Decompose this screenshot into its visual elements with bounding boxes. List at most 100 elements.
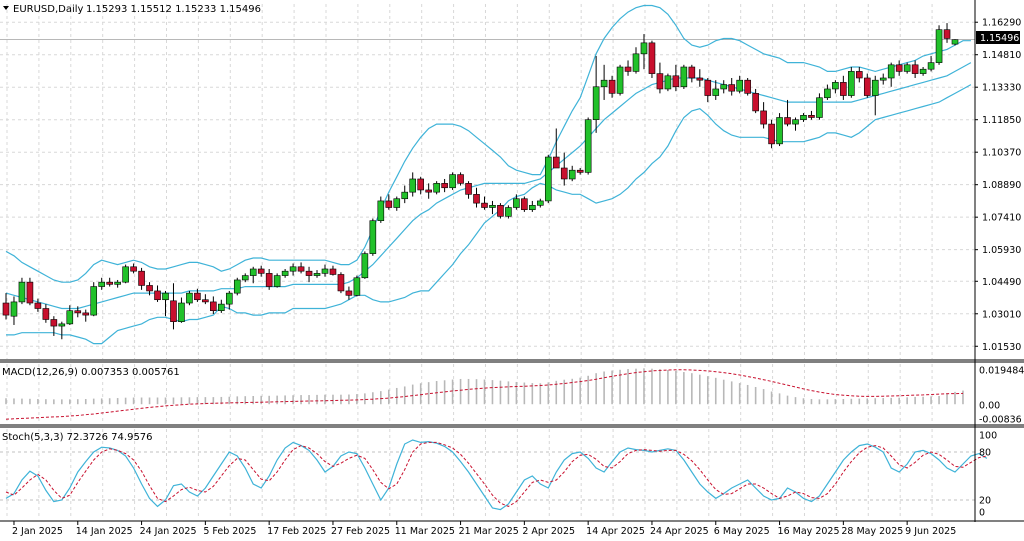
bull-candle [58,323,66,327]
bear-candle [856,71,863,79]
bull-candle [66,310,74,325]
bear-candle [552,156,560,169]
bear-candle [560,167,568,180]
x-tick-label: 5 Feb 2025 [203,526,256,537]
bear-candle [42,308,50,320]
bear-candle [154,290,161,301]
chart-grid [0,4,975,519]
x-tick-label: 28 May 2025 [841,526,903,537]
bear-candle [576,169,584,173]
bull-candle [927,62,935,70]
current-price: 1.15496 [980,33,1019,44]
bear-candle [840,82,847,96]
bear-candle [704,79,712,96]
macd-tick-label: -0.00836 [979,415,1022,426]
bull-candle [816,97,823,118]
bear-candle [648,42,656,74]
y-tick-label: 1.14810 [982,50,1021,61]
stoch-tick-label: 100 [979,431,997,442]
dropdown-triangle-icon[interactable] [3,6,9,10]
x-tick-label: 27 Feb 2025 [331,526,390,537]
macd-tick-label: 0.019484 [979,366,1024,377]
y-tick-label: 1.01530 [982,342,1021,353]
bull-candle [218,303,225,312]
bear-candle [106,281,113,285]
bear-candle [457,174,464,184]
bull-candle [225,292,233,305]
bull-candle [879,77,887,81]
bull-candle [369,220,377,254]
bull-candle [792,119,799,125]
bear-candle [194,292,201,301]
x-tick-label: 2 Apr 2025 [522,526,575,537]
bear-candle [297,266,305,272]
bull-candle [98,281,105,287]
bollinger-upper-line [5,4,971,283]
bull-candle [433,183,440,193]
bull-candle [720,84,728,90]
x-tick-label: 16 May 2025 [778,526,840,537]
bear-candle [385,200,393,208]
y-axis-labels: 1.16290 1.14810 1.13330 1.11850 1.10370 1.088… [975,18,1024,519]
bull-candle [449,174,456,189]
bull-candle [529,205,536,211]
bull-candle [736,79,743,92]
bear-candle [441,183,448,189]
y-tick-label: 1.10370 [982,148,1021,159]
bull-candle [584,119,592,173]
bull-candle [489,205,496,208]
bull-candle [824,88,831,99]
chart-header: EURUSD,Daily 1.15293 1.15512 1.15233 1.1… [3,4,261,15]
bull-candle [178,302,185,322]
bull-candle [273,275,281,287]
bull-candle [281,270,289,276]
bear-candle [425,189,432,193]
bull-candle [289,266,297,272]
bull-candle [186,292,193,304]
bear-candle [337,274,345,292]
bear-candle [895,64,903,72]
bear-candle [465,183,472,195]
bull-candle [162,292,169,301]
bear-candle [138,270,145,286]
price-candles [2,23,959,340]
bull-candle [353,277,361,296]
bull-candle [409,178,417,193]
bear-candle [768,123,775,145]
bull-candle [90,286,98,316]
bear-candle [672,75,680,88]
bear-candle [656,73,664,90]
y-tick-label: 1.16290 [982,18,1021,29]
bull-candle [401,191,409,200]
macd-panel [5,368,964,420]
bull-candle [871,79,879,96]
y-tick-label: 1.07410 [982,213,1021,224]
bear-candle [497,205,504,217]
macd-tick-label: 0.00 [979,401,1000,412]
bear-candle [2,302,10,316]
bear-candle [752,93,759,112]
bull-candle [568,169,576,180]
bull-candle [114,281,121,285]
bear-candle [329,268,337,275]
x-tick-label: 24 Jan 2025 [140,526,197,537]
bull-candle [640,42,648,55]
stoch-label: Stoch(5,3,3) 72.3726 74.9576 [2,432,153,443]
macd-label: MACD(12,26,9) 0.007353 0.005761 [2,367,180,378]
bear-candle [760,110,767,125]
x-tick-label: 14 Apr 2025 [586,526,645,537]
bear-candle [784,117,791,125]
bull-candle [544,156,552,202]
bear-candle [808,115,815,118]
x-tick-label: 11 Mar 2025 [395,526,455,537]
bear-candle [257,268,265,274]
bear-candle [82,312,90,316]
bear-candle [305,270,313,276]
bull-candle [592,86,600,120]
x-tick-label: 6 May 2025 [714,526,770,537]
bull-candle [122,266,129,283]
bear-candle [728,84,736,92]
bear-candle [26,281,34,304]
stochastic-panel [5,439,988,511]
